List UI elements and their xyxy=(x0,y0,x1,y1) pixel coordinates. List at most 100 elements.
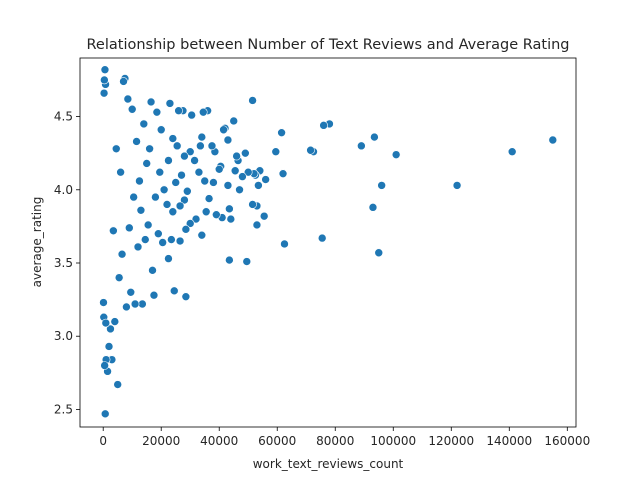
data-point xyxy=(191,214,201,224)
data-point xyxy=(123,94,133,104)
data-point xyxy=(374,248,384,258)
y-axis-label: average_rating xyxy=(30,197,44,288)
data-point xyxy=(212,210,221,219)
data-point xyxy=(119,77,128,86)
data-point xyxy=(507,147,517,157)
data-point xyxy=(306,145,315,155)
data-point xyxy=(168,134,178,143)
data-point xyxy=(209,178,218,187)
data-point xyxy=(278,169,288,178)
data-point xyxy=(175,201,185,211)
data-point xyxy=(185,219,195,228)
data-point xyxy=(111,144,121,154)
data-point xyxy=(159,185,169,195)
data-point xyxy=(259,211,269,221)
data-point xyxy=(204,194,214,203)
y-tick-label: 4.0 xyxy=(54,183,73,197)
data-point xyxy=(171,178,181,187)
data-point xyxy=(235,185,244,195)
data-point xyxy=(158,238,167,247)
data-point xyxy=(271,147,281,157)
data-point xyxy=(168,207,178,217)
data-point xyxy=(194,167,204,177)
data-point xyxy=(238,172,247,181)
data-point xyxy=(223,135,233,145)
data-point xyxy=(207,141,217,151)
data-point xyxy=(229,116,239,126)
data-point xyxy=(248,96,257,105)
data-point xyxy=(116,167,125,177)
data-point xyxy=(151,192,160,202)
data-point xyxy=(452,181,462,190)
data-point xyxy=(154,229,163,239)
data-point xyxy=(114,273,124,282)
plot-frame xyxy=(79,57,577,428)
data-point xyxy=(143,220,153,230)
data-point xyxy=(165,99,175,108)
data-point xyxy=(99,298,108,307)
data-point xyxy=(110,317,120,326)
y-tick-label: 3.0 xyxy=(54,329,73,343)
x-axis: 0 20000 40000 60000 80000 100000 120000 140000 1… xyxy=(99,427,590,448)
data-point xyxy=(148,266,157,275)
data-point xyxy=(142,159,152,168)
data-point xyxy=(214,164,224,174)
data-point xyxy=(172,141,182,151)
data-point xyxy=(230,166,240,176)
data-point xyxy=(175,236,185,246)
data-point xyxy=(548,135,558,145)
data-point xyxy=(100,361,109,370)
x-tick-label: 160000 xyxy=(544,434,590,448)
data-point xyxy=(280,239,289,249)
data-point xyxy=(261,175,270,184)
data-point xyxy=(219,125,228,135)
data-point xyxy=(180,151,189,161)
data-point xyxy=(223,181,233,190)
data-point xyxy=(164,156,173,165)
data-point xyxy=(149,290,159,300)
x-tick-label: 120000 xyxy=(428,434,474,448)
data-point xyxy=(100,75,109,85)
data-point xyxy=(129,192,138,202)
x-tick-label: 80000 xyxy=(316,434,354,448)
data-point xyxy=(317,233,327,243)
data-point xyxy=(357,141,366,151)
x-tick-label: 0 xyxy=(99,434,107,448)
data-point xyxy=(197,132,207,142)
data-point xyxy=(241,148,250,158)
data-point xyxy=(162,200,172,209)
data-point xyxy=(185,147,195,157)
x-tick-label: 100000 xyxy=(370,434,416,448)
data-point xyxy=(138,299,147,309)
data-point xyxy=(370,132,379,142)
data-point xyxy=(200,176,210,186)
data-point xyxy=(181,225,191,234)
x-axis-label: work_text_reviews_count xyxy=(253,457,404,471)
x-tick-label: 140000 xyxy=(486,434,532,448)
data-point xyxy=(140,235,150,244)
data-point xyxy=(106,324,115,334)
data-point xyxy=(139,119,149,129)
data-point xyxy=(180,195,189,205)
data-point xyxy=(174,106,183,116)
data-point xyxy=(181,292,191,301)
data-point xyxy=(155,167,165,177)
data-point xyxy=(104,342,114,351)
data-point xyxy=(197,230,207,240)
data-point xyxy=(277,128,286,137)
data-point xyxy=(242,257,252,266)
x-tick-label: 60000 xyxy=(258,434,296,448)
x-tick-label: 20000 xyxy=(142,434,180,448)
y-axis: 2.5 3.0 3.5 4.0 4.5 xyxy=(54,110,80,416)
data-point xyxy=(109,226,118,236)
data-point xyxy=(136,205,146,215)
data-point xyxy=(146,97,156,107)
data-point xyxy=(113,380,123,389)
data-point xyxy=(319,121,328,130)
data-point xyxy=(225,204,234,214)
data-point xyxy=(252,220,262,230)
data-point xyxy=(122,302,131,312)
y-tick-label: 3.5 xyxy=(54,256,73,270)
data-point xyxy=(100,65,110,75)
